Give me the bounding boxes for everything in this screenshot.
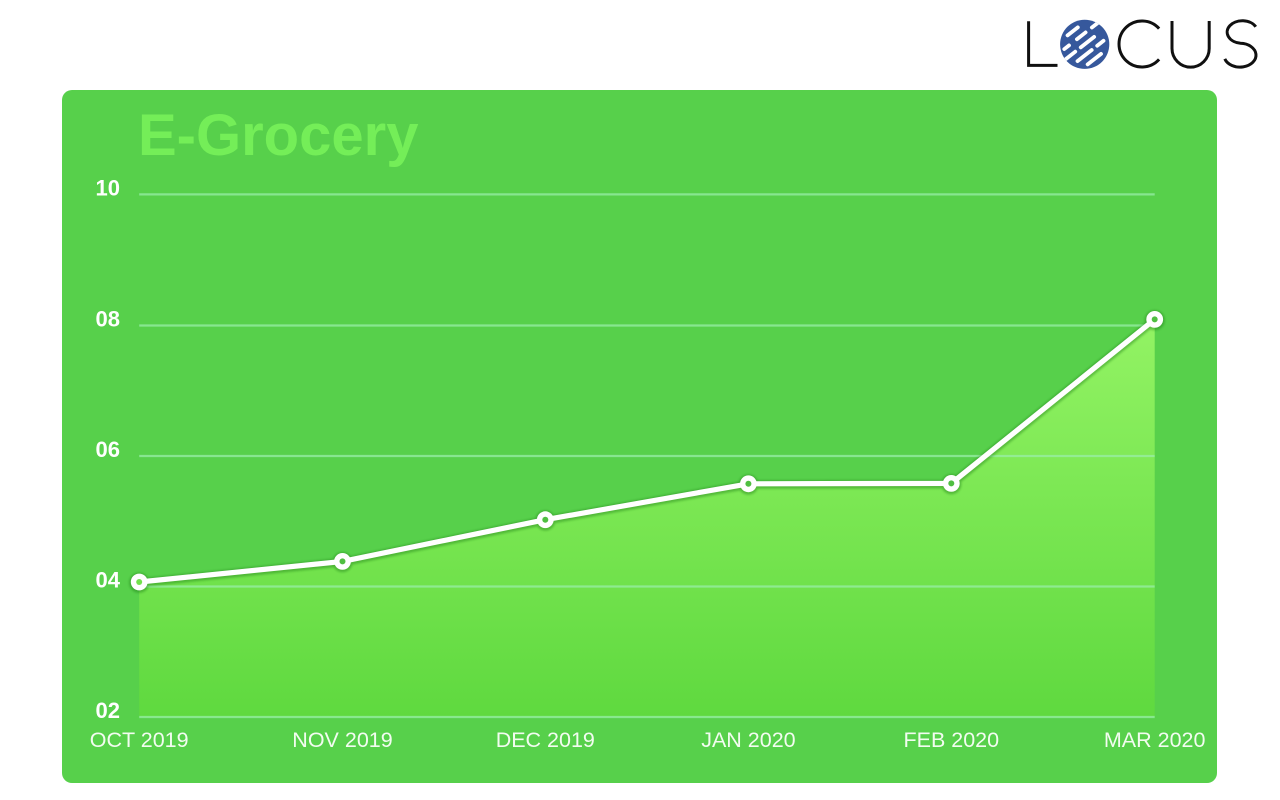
svg-text:08: 08 [96, 307, 120, 332]
svg-text:04: 04 [96, 568, 121, 593]
svg-text:06: 06 [96, 437, 120, 462]
svg-text:NOV 2019: NOV 2019 [292, 728, 392, 752]
svg-text:JAN 2020: JAN 2020 [701, 728, 795, 752]
svg-text:FEB 2020: FEB 2020 [903, 728, 999, 752]
svg-text:02: 02 [96, 698, 120, 723]
svg-text:OCT 2019: OCT 2019 [90, 728, 189, 752]
svg-text:10: 10 [96, 176, 120, 201]
svg-text:MAR 2020: MAR 2020 [1104, 728, 1206, 752]
svg-text:DEC 2019: DEC 2019 [496, 728, 595, 752]
